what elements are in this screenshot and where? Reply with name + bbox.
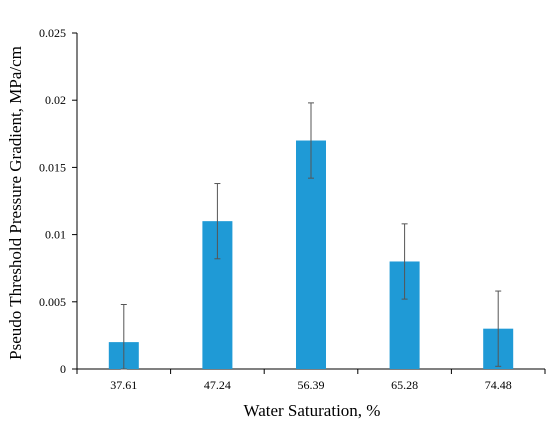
x-axis-title: Water Saturation, % [244, 401, 381, 420]
y-tick-label: 0.01 [45, 228, 66, 242]
y-tick-label: 0.015 [39, 160, 66, 174]
x-tick-label: 74.48 [485, 378, 512, 392]
y-tick-label: 0.02 [45, 93, 66, 107]
x-tick-label: 56.39 [298, 378, 325, 392]
y-tick-label: 0 [60, 362, 66, 376]
y-tick-label: 0.025 [39, 26, 66, 40]
y-axis-title: Pseudo Threshold Pressure Gradient, MPa/… [6, 46, 25, 360]
plot-area: 0 0.005 0.01 0.015 0.02 0.025 37.61 47.24 56.39 6… [39, 26, 546, 392]
x-tick-label: 65.28 [391, 378, 418, 392]
x-tick-label: 37.61 [110, 378, 137, 392]
y-tick-label: 0.005 [39, 295, 66, 309]
x-tick-label: 47.24 [204, 378, 231, 392]
